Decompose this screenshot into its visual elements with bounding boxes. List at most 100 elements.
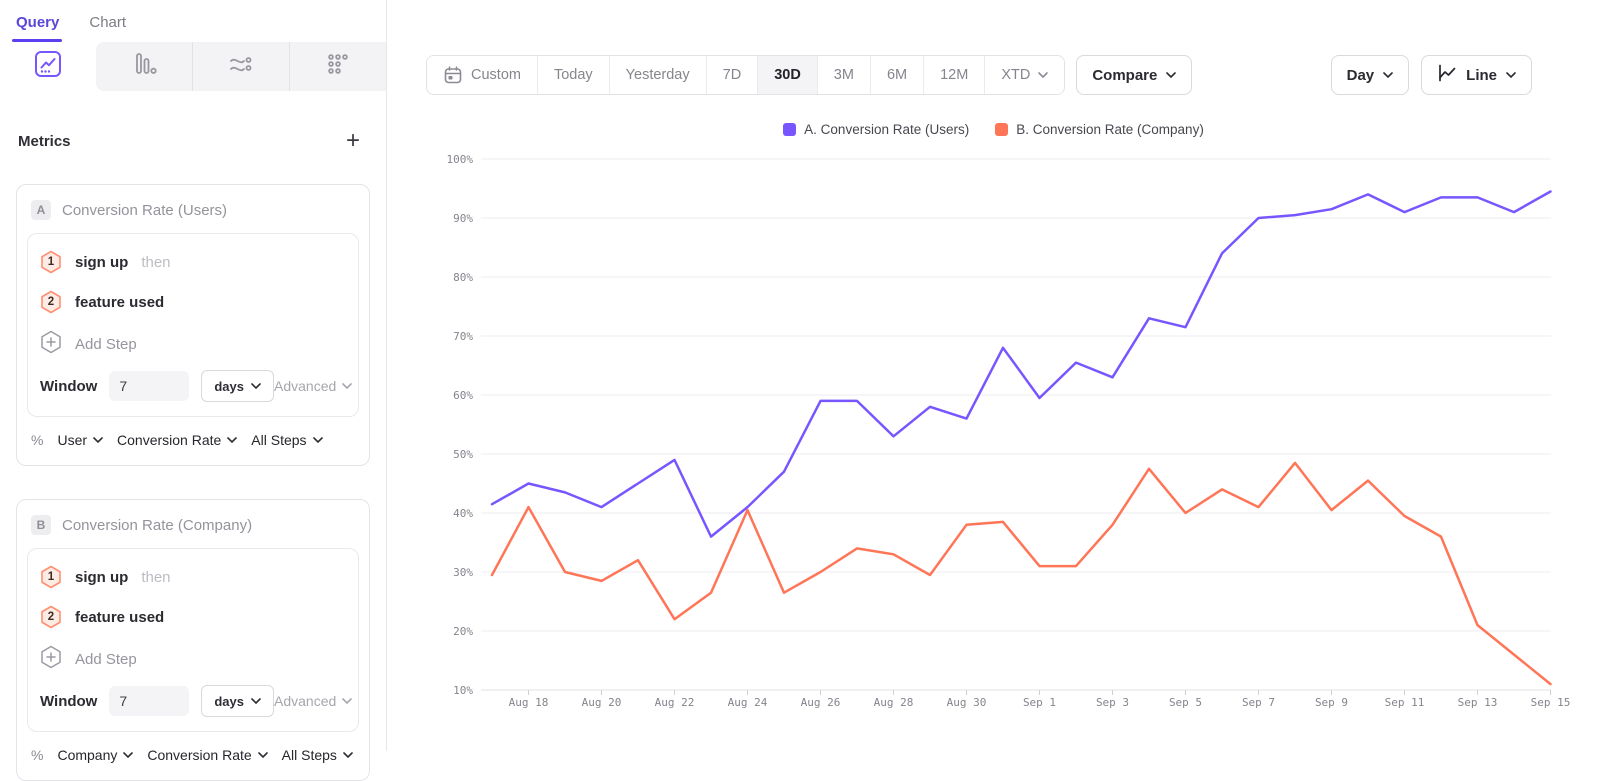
date-range-30d[interactable]: 30D — [757, 56, 817, 94]
window-label: Window — [40, 692, 98, 710]
window-label: Window — [40, 377, 98, 395]
granularity-dropdown[interactable]: Day — [1330, 55, 1410, 95]
tab-funnels[interactable] — [96, 42, 192, 91]
svg-text:100%: 100% — [447, 153, 474, 166]
metric-type-dropdown[interactable]: Conversion Rate — [147, 747, 268, 763]
tab-chart[interactable]: Chart — [89, 14, 127, 31]
conversion-window-row: Window days Advanced — [40, 685, 353, 717]
legend-item-a[interactable]: A. Conversion Rate (Users) — [783, 122, 969, 137]
steps-scope-dropdown[interactable]: All Steps — [282, 747, 353, 763]
chart-panel: Custom Today Yesterday 7D 30D 3M 6M 12M XTD Comp… — [387, 0, 1600, 751]
chevron-down-icon — [1383, 72, 1393, 78]
measure-row-b: % Company Conversion Rate All Steps — [27, 732, 359, 770]
metrics-title: Metrics — [18, 132, 71, 150]
plus-hexagon-icon — [40, 645, 62, 673]
steps-scope-dropdown[interactable]: All Steps — [251, 432, 323, 448]
flow-waves-icon — [228, 52, 254, 81]
step-number-badge: 1 — [40, 565, 62, 589]
date-range-today[interactable]: Today — [536, 56, 609, 94]
svg-text:20%: 20% — [453, 625, 473, 638]
tab-query[interactable]: Query — [11, 14, 63, 42]
add-step-button[interactable]: Add Step — [40, 637, 346, 681]
sidebar-tabbar: Query Chart — [0, 0, 386, 42]
calendar-icon — [444, 66, 462, 84]
conversion-window-row: Window days Advanced — [40, 370, 353, 402]
chevron-down-icon — [343, 752, 353, 758]
chart-type-dropdown[interactable]: Line — [1421, 55, 1532, 95]
date-range-xtd[interactable]: XTD — [984, 56, 1065, 94]
window-unit-dropdown[interactable]: days — [201, 685, 274, 717]
metric-card-b-header: B Conversion Rate (Company) — [27, 510, 359, 548]
date-range-7d[interactable]: 7D — [705, 56, 758, 94]
report-type-tabs — [0, 42, 386, 91]
insights-chart-icon — [34, 50, 62, 83]
chevron-down-icon — [1506, 72, 1516, 78]
step-number-badge: 2 — [40, 290, 62, 314]
chevron-down-icon — [257, 752, 268, 758]
date-range-3m[interactable]: 3M — [816, 56, 870, 94]
svg-text:30%: 30% — [453, 566, 473, 579]
bar-chart-icon — [130, 52, 158, 81]
svg-text:40%: 40% — [453, 507, 473, 520]
chevron-down-icon — [1166, 72, 1177, 78]
date-range-6m[interactable]: 6M — [869, 56, 924, 94]
metric-type-dropdown[interactable]: Conversion Rate — [117, 432, 238, 448]
step-event-name: sign up — [75, 568, 129, 586]
svg-text:Sep 5: Sep 5 — [1169, 696, 1202, 709]
step-row[interactable]: 2 feature used — [40, 597, 346, 637]
legend-label-a: A. Conversion Rate (Users) — [804, 122, 970, 137]
entity-dropdown[interactable]: User — [57, 432, 103, 448]
metrics-header: Metrics + — [16, 127, 370, 154]
plus-hexagon-icon — [40, 330, 62, 358]
sidebar-content: Metrics + A Conversion Rate (Users) 1 — [0, 127, 386, 781]
metric-title-a[interactable]: Conversion Rate (Users) — [62, 201, 228, 219]
add-step-button[interactable]: Add Step — [40, 322, 346, 366]
tab-flows[interactable] — [192, 42, 289, 91]
chevron-down-icon — [251, 383, 261, 389]
svg-text:Aug 26: Aug 26 — [801, 696, 841, 709]
svg-text:Aug 24: Aug 24 — [728, 696, 768, 709]
steps-box-b: 1 sign up then 2 feature used — [27, 548, 359, 732]
compare-dropdown[interactable]: Compare — [1076, 55, 1193, 95]
query-sidebar: Query Chart — [0, 0, 387, 781]
chevron-down-icon — [342, 383, 353, 389]
chevron-down-icon — [227, 437, 238, 443]
window-value-input[interactable] — [109, 371, 190, 401]
tab-retention[interactable] — [289, 42, 386, 91]
metric-card-b: B Conversion Rate (Company) 1 sign up th… — [16, 499, 370, 781]
advanced-toggle[interactable]: Advanced — [274, 693, 354, 709]
entity-dropdown[interactable]: Company — [57, 747, 134, 763]
metric-card-a-header: A Conversion Rate (Users) — [27, 195, 359, 233]
chevron-down-icon — [123, 752, 134, 758]
svg-text:Sep 7: Sep 7 — [1242, 696, 1275, 709]
step-row[interactable]: 2 feature used — [40, 282, 346, 322]
svg-text:Sep 11: Sep 11 — [1385, 696, 1425, 709]
svg-text:70%: 70% — [453, 330, 473, 343]
add-metric-button[interactable]: + — [345, 127, 360, 154]
metric-card-a: A Conversion Rate (Users) 1 sign up then — [16, 184, 370, 466]
date-range-yesterday[interactable]: Yesterday — [608, 56, 706, 94]
step-row[interactable]: 1 sign up then — [40, 557, 346, 597]
window-unit-dropdown[interactable]: days — [201, 370, 274, 402]
conversion-line-chart: 100% 90% 80% 70% 60% 50% 40% 30% 20% 10% Aug 18 Aug… — [447, 153, 1571, 709]
svg-text:90%: 90% — [453, 212, 473, 225]
tab-insights[interactable] — [0, 42, 96, 91]
legend-swatch-a — [783, 123, 797, 136]
window-value-input[interactable] — [109, 686, 190, 716]
step-then-label: then — [141, 568, 171, 586]
legend-item-b[interactable]: B. Conversion Rate (Company) — [995, 122, 1204, 137]
report-type-tabs-inactive — [96, 42, 386, 91]
date-range-12m[interactable]: 12M — [923, 56, 985, 94]
svg-text:Aug 18: Aug 18 — [509, 696, 549, 709]
metric-title-b[interactable]: Conversion Rate (Company) — [62, 516, 253, 534]
date-range-custom[interactable]: Custom — [427, 56, 537, 94]
svg-text:Aug 28: Aug 28 — [874, 696, 914, 709]
percent-label: % — [31, 747, 44, 763]
step-event-name: feature used — [75, 608, 165, 626]
advanced-toggle[interactable]: Advanced — [274, 378, 354, 394]
legend-swatch-b — [995, 123, 1009, 136]
step-event-name: sign up — [75, 253, 129, 271]
svg-text:50%: 50% — [453, 448, 473, 461]
step-row[interactable]: 1 sign up then — [40, 242, 346, 282]
percent-label: % — [31, 432, 44, 448]
